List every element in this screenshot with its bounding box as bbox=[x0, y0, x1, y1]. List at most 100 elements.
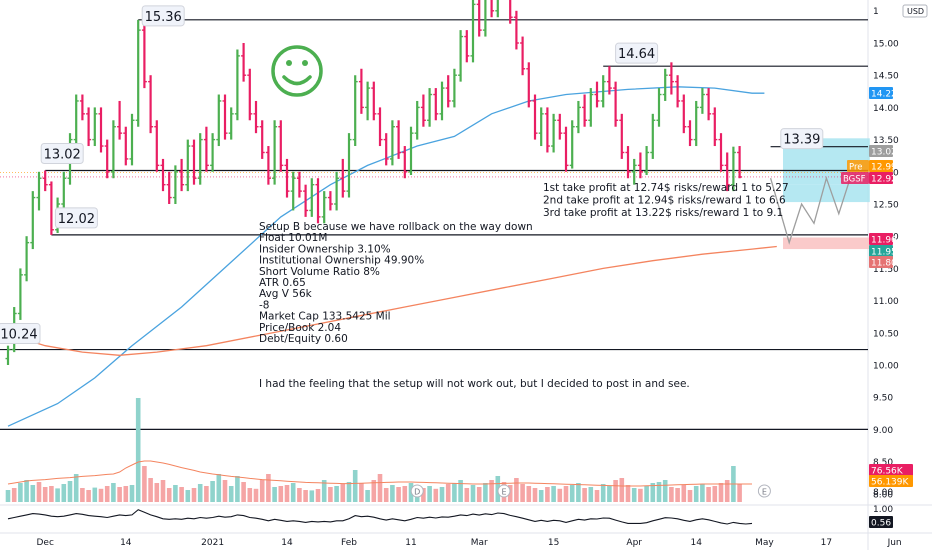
volume-bar bbox=[359, 483, 364, 502]
setup-note-line: Insider Ownership 3.10% bbox=[259, 243, 391, 255]
volume-bar bbox=[210, 481, 215, 502]
volume-bar bbox=[613, 480, 618, 502]
event-marker-icon: D bbox=[410, 484, 424, 498]
price-bar bbox=[358, 68, 364, 114]
volume-bar bbox=[619, 478, 625, 502]
price-bar bbox=[600, 75, 606, 108]
time-tick-label: 2021 bbox=[201, 538, 224, 548]
time-tick-label: Jun bbox=[887, 538, 902, 548]
volume-bar bbox=[452, 483, 457, 502]
setup-note-line: Market Cap 133.5425 Mil bbox=[259, 311, 391, 323]
price-tag-prefix-box bbox=[847, 160, 869, 172]
price-bar bbox=[117, 100, 123, 140]
volume-bar bbox=[576, 483, 581, 502]
level-label-text: 14.64 bbox=[618, 47, 655, 62]
price-bar bbox=[563, 126, 569, 172]
volume-tag-text: 76.56K bbox=[871, 467, 904, 477]
price-tick-label: 14.00 bbox=[873, 104, 899, 114]
volume-bar bbox=[111, 483, 116, 502]
volume-bar bbox=[557, 488, 563, 502]
price-bar bbox=[420, 94, 426, 127]
price-bar bbox=[637, 152, 643, 179]
volume-bar bbox=[253, 488, 259, 502]
volume-bar bbox=[377, 474, 383, 502]
volume-bar bbox=[551, 486, 556, 502]
volume-bar bbox=[427, 486, 432, 502]
volume-tag-text: 56.139K bbox=[871, 478, 909, 488]
currency-label: USD bbox=[907, 7, 924, 16]
price-tag-text: 11.95 bbox=[871, 248, 897, 258]
price-bar bbox=[253, 100, 259, 134]
price-bar bbox=[693, 100, 699, 147]
volume-bar bbox=[241, 482, 246, 502]
price-bar bbox=[464, 30, 470, 63]
volume-bar bbox=[445, 484, 451, 502]
price-bar bbox=[668, 62, 674, 95]
volume-bar bbox=[11, 488, 17, 502]
volume-bar bbox=[421, 488, 426, 502]
event-marker-circle bbox=[757, 484, 771, 498]
price-bar bbox=[544, 107, 550, 153]
price-bar bbox=[172, 165, 178, 204]
price-tag-text: 12.99 bbox=[871, 163, 897, 173]
price-bar bbox=[334, 171, 340, 211]
price-bar bbox=[346, 133, 352, 198]
price-tick-label: 10.50 bbox=[873, 329, 899, 339]
price-bar bbox=[532, 94, 538, 140]
event-marker-letter: E bbox=[762, 488, 767, 497]
volume-bar bbox=[520, 484, 525, 502]
volume-bar bbox=[309, 490, 315, 502]
price-tag-text: 12.92 bbox=[871, 175, 897, 185]
volume-bar bbox=[396, 487, 401, 502]
price-bar bbox=[482, 0, 487, 37]
event-marker-icon: E bbox=[497, 484, 511, 498]
volume-bar bbox=[390, 485, 395, 502]
volume-average-line bbox=[7, 460, 752, 487]
level-label: 10.24 bbox=[0, 323, 41, 345]
price-bar bbox=[234, 49, 240, 121]
volume-bar bbox=[582, 488, 587, 502]
price-bar bbox=[17, 268, 23, 320]
price-tag-box bbox=[869, 172, 893, 184]
price-bar bbox=[321, 191, 327, 224]
level-label: 13.39 bbox=[780, 128, 824, 150]
volume-bar bbox=[346, 482, 352, 502]
volume-bar bbox=[98, 488, 104, 502]
price-bar bbox=[389, 120, 395, 166]
price-bar bbox=[588, 88, 594, 127]
price-bar bbox=[24, 236, 30, 282]
price-bar bbox=[650, 113, 656, 159]
price-bar bbox=[594, 81, 600, 108]
time-tick-label: May bbox=[755, 538, 774, 548]
level-lines bbox=[0, 19, 868, 430]
volume-bar bbox=[191, 488, 197, 502]
volume-bar bbox=[569, 485, 575, 502]
price-bar bbox=[129, 113, 135, 166]
time-tick-label: Apr bbox=[626, 538, 642, 548]
price-bar bbox=[520, 36, 526, 76]
price-bar bbox=[290, 171, 296, 211]
level-label: 15.36 bbox=[141, 5, 185, 27]
volume-bar bbox=[644, 486, 649, 502]
price-bar bbox=[42, 170, 48, 192]
price-bar bbox=[730, 146, 736, 192]
volume-bar bbox=[235, 476, 240, 502]
price-bar bbox=[662, 68, 668, 101]
price-tag: 12.99 Pre bbox=[847, 160, 897, 173]
volume-bar bbox=[625, 485, 631, 502]
price-tag-box bbox=[869, 233, 893, 245]
level-label-text: 13.39 bbox=[783, 133, 820, 148]
price-bar bbox=[458, 30, 464, 82]
volume-bar bbox=[718, 483, 724, 502]
price-tick-label: 8.50 bbox=[873, 458, 893, 468]
volume-bar bbox=[458, 480, 463, 502]
price-bar bbox=[718, 133, 724, 172]
price-tag: 11.80 bbox=[869, 256, 897, 269]
price-tick-label: 14.50 bbox=[873, 72, 899, 82]
volume-bar bbox=[328, 487, 333, 502]
price-bar bbox=[470, 0, 476, 63]
price-bar bbox=[98, 107, 104, 153]
setup-note-line: Short Volume Ratio 8% bbox=[259, 266, 380, 278]
volume-bar bbox=[638, 488, 643, 502]
